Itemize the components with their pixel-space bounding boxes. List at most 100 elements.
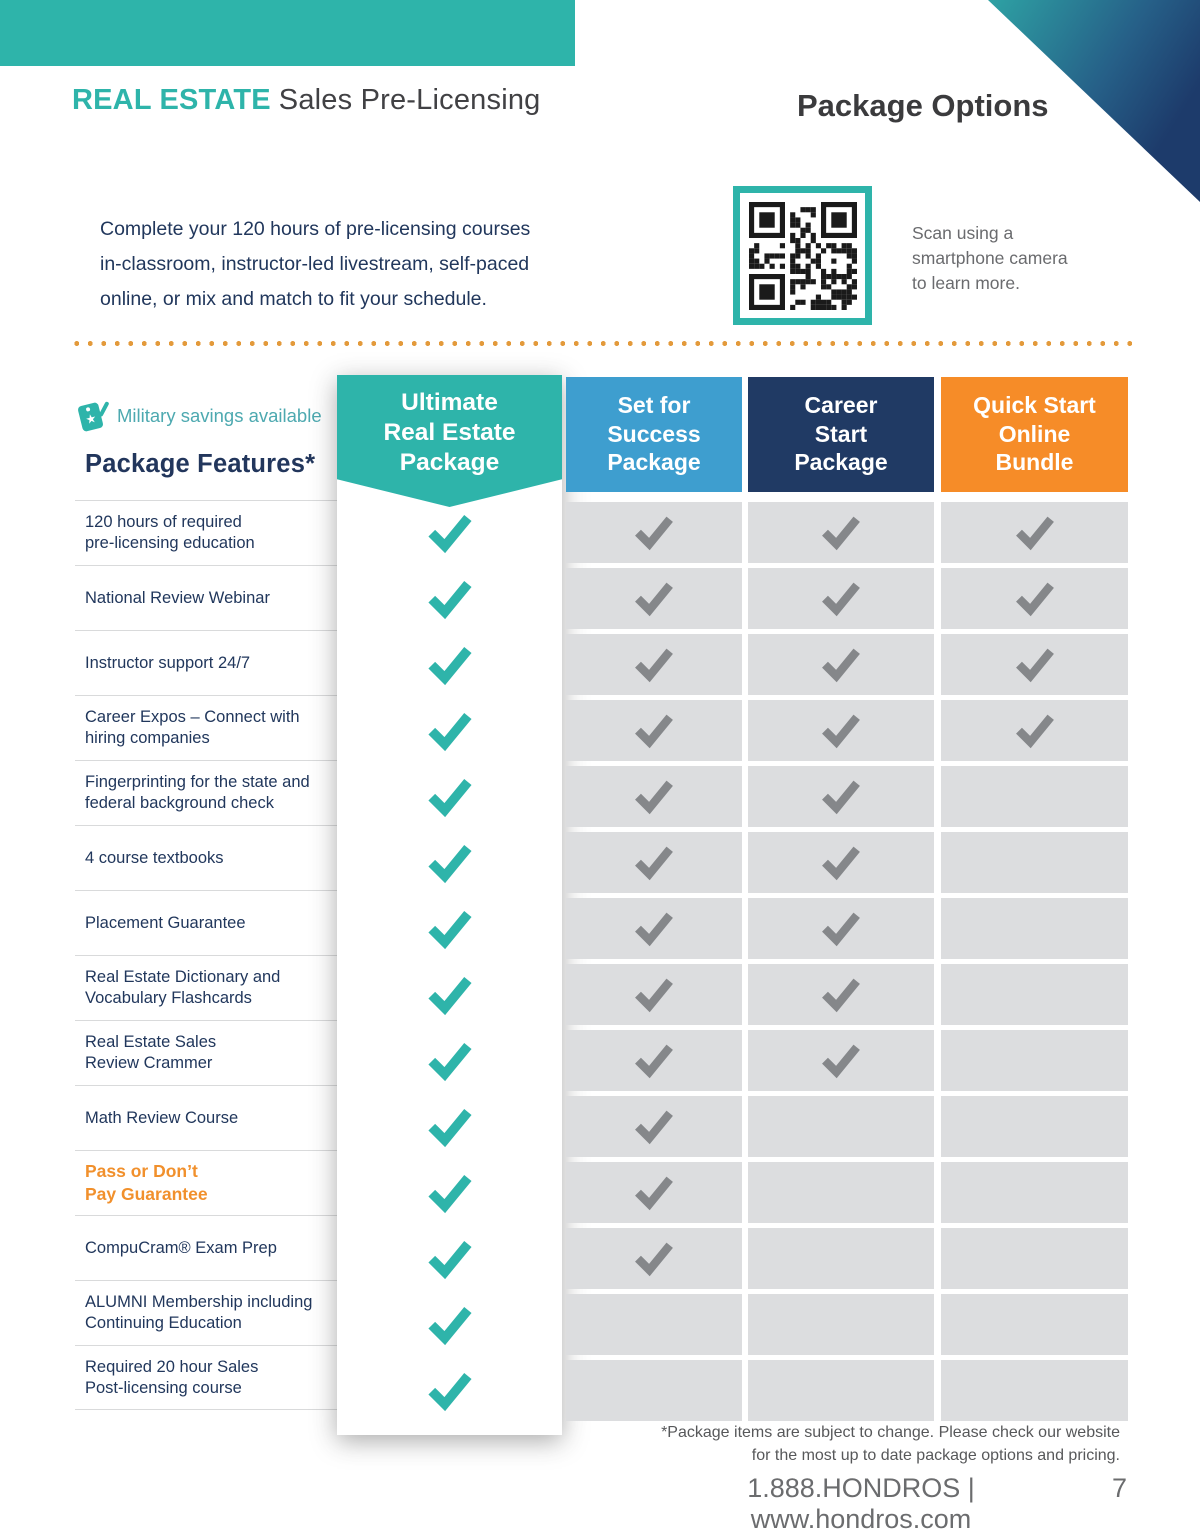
package-cell [566, 766, 742, 827]
check-icon [427, 712, 472, 752]
package-cell [941, 1228, 1128, 1289]
package-cell [748, 898, 934, 959]
qr-code [733, 186, 872, 325]
page-heading: REAL ESTATE Sales Pre-Licensing [72, 84, 541, 117]
check-icon [1015, 648, 1054, 683]
check-icon [635, 1176, 673, 1211]
check-icon [1015, 516, 1054, 551]
check-icon [822, 912, 860, 947]
package-cell [941, 964, 1128, 1025]
package-cell [941, 502, 1128, 563]
check-icon [822, 780, 860, 815]
check-icon [635, 912, 673, 947]
ultimate-cell [337, 632, 562, 698]
check-icon [822, 582, 860, 617]
ultimate-cell [337, 698, 562, 764]
package-cell [941, 832, 1128, 893]
check-icon [427, 580, 472, 620]
page-title: Package Options [797, 88, 1049, 123]
ultimate-cell [337, 566, 562, 632]
package-cell [748, 700, 934, 761]
check-icon [427, 1240, 472, 1280]
feature-label: Math Review Course [75, 1085, 337, 1150]
package-cell [748, 568, 934, 629]
package-cell [941, 1096, 1128, 1157]
set-for-success-header: Set for Success Package [566, 377, 742, 492]
package-cell [566, 502, 742, 563]
check-icon [427, 1306, 472, 1346]
package-cell [748, 502, 934, 563]
check-icon [427, 514, 472, 554]
feature-labels: 120 hours of required pre-licensing educ… [75, 500, 337, 1410]
check-icon [635, 846, 673, 881]
military-savings-note: ★ Military savings available [77, 399, 322, 433]
check-icon [635, 648, 673, 683]
check-icon [822, 978, 860, 1013]
intro-paragraph: Complete your 120 hours of pre-licensing… [100, 218, 531, 310]
package-cell [941, 766, 1128, 827]
package-cell [748, 634, 934, 695]
ultimate-cell [337, 1028, 562, 1094]
package-cell [566, 634, 742, 695]
feature-label: Required 20 hour Sales Post-licensing co… [75, 1345, 337, 1410]
check-icon [635, 582, 673, 617]
check-icon [635, 714, 673, 749]
package-cell [566, 1360, 742, 1421]
package-cell [566, 1030, 742, 1091]
ultimate-cell [337, 962, 562, 1028]
feature-label: CompuCram® Exam Prep [75, 1215, 337, 1280]
set-for-success-column: Set for Success Package [566, 377, 742, 1424]
package-cell [748, 832, 934, 893]
package-cell [941, 1360, 1128, 1421]
package-cell [941, 1294, 1128, 1355]
package-cell [748, 1096, 934, 1157]
brand-title: REAL ESTATE [72, 84, 271, 116]
ultimate-cell [337, 1160, 562, 1226]
page-number: 7 [1112, 1473, 1128, 1503]
feature-label: Placement Guarantee [75, 890, 337, 955]
career-start-header: Career Start Package [748, 377, 934, 492]
package-cell [748, 1228, 934, 1289]
check-icon [1015, 582, 1054, 617]
package-disclaimer: *Package items are subject to change. Pl… [661, 1424, 1120, 1464]
feature-label: 4 course textbooks [75, 825, 337, 890]
ultimate-cell [337, 1094, 562, 1160]
check-icon [427, 1174, 472, 1214]
check-icon [635, 780, 673, 815]
check-icon [1015, 714, 1054, 749]
check-icon [822, 1044, 860, 1079]
dog-tag-icon: ★ [77, 399, 109, 433]
package-cell [566, 1294, 742, 1355]
package-cell [941, 568, 1128, 629]
ultimate-cell [337, 1226, 562, 1292]
feature-label: National Review Webinar [75, 565, 337, 630]
brand-subtitle: Sales Pre-Licensing [278, 84, 541, 116]
package-cell [941, 1162, 1128, 1223]
feature-label: ALUMNI Membership including Continuing E… [75, 1280, 337, 1345]
package-cell [748, 1030, 934, 1091]
package-cell [566, 700, 742, 761]
package-cell [941, 898, 1128, 959]
package-features-heading: Package Features* [85, 450, 316, 478]
check-icon [822, 648, 860, 683]
check-icon [635, 1242, 673, 1277]
package-cell [566, 832, 742, 893]
package-cell [566, 964, 742, 1025]
check-icon [822, 516, 860, 551]
dotted-divider [70, 341, 1132, 346]
ultimate-cell [337, 500, 562, 566]
check-icon [635, 1110, 673, 1145]
feature-label: Real Estate Sales Review Crammer [75, 1020, 337, 1085]
package-cell [941, 634, 1128, 695]
package-cell [748, 1360, 934, 1421]
career-start-column: Career Start Package [748, 377, 934, 1424]
ultimate-cell [337, 896, 562, 962]
package-cell [941, 700, 1128, 761]
check-icon [427, 646, 472, 686]
contact-line: 1.888.HONDROS | www.hondros.com [747, 1473, 975, 1534]
check-icon [427, 976, 472, 1016]
ultimate-cell [337, 764, 562, 830]
check-icon [427, 1108, 472, 1148]
quick-start-header: Quick Start Online Bundle [941, 377, 1128, 492]
package-cell [941, 1030, 1128, 1091]
